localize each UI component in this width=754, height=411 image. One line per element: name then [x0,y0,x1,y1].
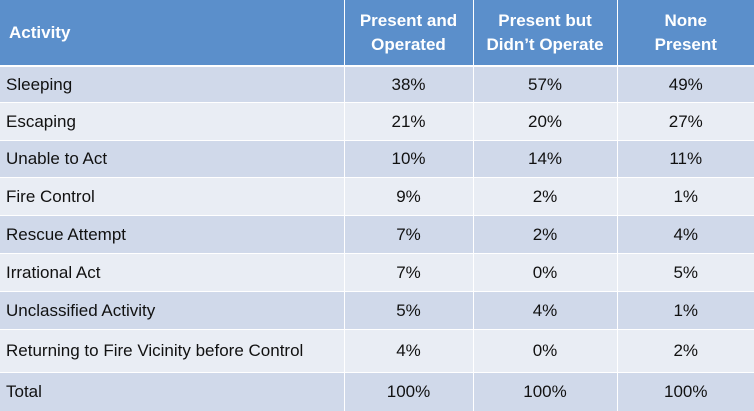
table-row: Unclassified Activity 5% 4% 1% [0,292,754,330]
activity-cell: Unable to Act [0,141,344,178]
header-activity-text: Activity [9,23,70,42]
header-present-not-operated-text: Present but Didn’t Operate [486,11,603,54]
table-row: Sleeping 38% 57% 49% [0,66,754,103]
header-row: Activity Present and Operated Present bu… [0,0,754,66]
activity-cell: Irrational Act [0,254,344,292]
table-row: Fire Control 9% 2% 1% [0,178,754,216]
none-present-cell: 2% [617,330,754,373]
header-present-operated-text: Present and Operated [360,11,457,54]
header-none-present-text: None Present [655,11,717,54]
present-not-operated-cell: 4% [473,292,617,330]
none-present-cell: 4% [617,216,754,254]
none-present-cell: 100% [617,373,754,411]
table-row: Irrational Act 7% 0% 5% [0,254,754,292]
present-not-operated-cell: 2% [473,178,617,216]
none-present-cell: 27% [617,103,754,141]
table-row: Returning to Fire Vicinity before Contro… [0,330,754,373]
activity-cell: Escaping [0,103,344,141]
activity-cell: Sleeping [0,66,344,103]
table-row: Escaping 21% 20% 27% [0,103,754,141]
none-present-cell: 1% [617,292,754,330]
table-row: Rescue Attempt 7% 2% 4% [0,216,754,254]
present-operated-cell: 7% [344,216,473,254]
present-operated-cell: 7% [344,254,473,292]
present-not-operated-cell: 2% [473,216,617,254]
activity-cell: Total [0,373,344,411]
present-operated-cell: 21% [344,103,473,141]
present-not-operated-cell: 20% [473,103,617,141]
column-header-none-present: None Present [617,0,754,66]
activity-cell: Fire Control [0,178,344,216]
activity-cell: Unclassified Activity [0,292,344,330]
present-operated-cell: 9% [344,178,473,216]
present-not-operated-cell: 57% [473,66,617,103]
present-not-operated-cell: 100% [473,373,617,411]
table-row: Unable to Act 10% 14% 11% [0,141,754,178]
none-present-cell: 11% [617,141,754,178]
present-operated-cell: 38% [344,66,473,103]
table-row-total: Total 100% 100% 100% [0,373,754,411]
none-present-cell: 49% [617,66,754,103]
present-not-operated-cell: 0% [473,330,617,373]
none-present-cell: 5% [617,254,754,292]
none-present-cell: 1% [617,178,754,216]
present-operated-cell: 5% [344,292,473,330]
activity-cell: Returning to Fire Vicinity before Contro… [0,330,344,373]
present-operated-cell: 4% [344,330,473,373]
present-not-operated-cell: 0% [473,254,617,292]
activity-cell: Rescue Attempt [0,216,344,254]
column-header-present-not-operated: Present but Didn’t Operate [473,0,617,66]
column-header-present-operated: Present and Operated [344,0,473,66]
present-operated-cell: 100% [344,373,473,411]
present-not-operated-cell: 14% [473,141,617,178]
column-header-activity: Activity [0,0,344,66]
present-operated-cell: 10% [344,141,473,178]
